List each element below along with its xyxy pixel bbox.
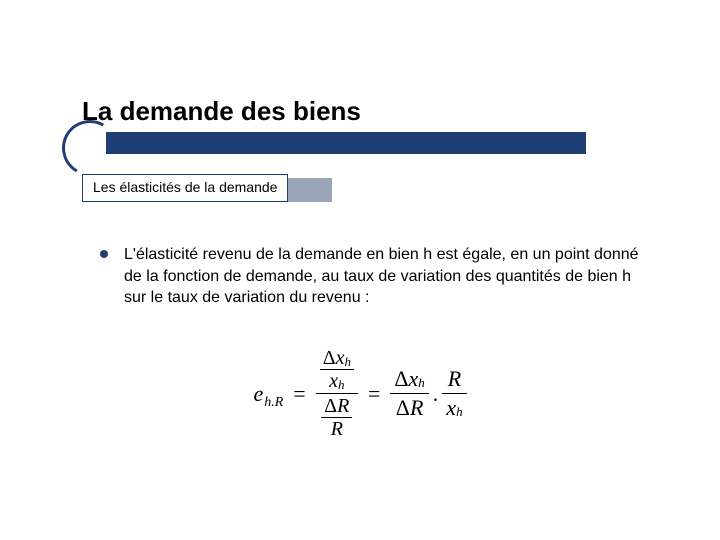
term-xh-3: x h — [442, 394, 466, 422]
sym-x: x — [336, 347, 345, 369]
formula-region: e h.R = Δ x h x h — [0, 346, 720, 441]
bullet-icon — [100, 250, 108, 258]
formula: e h.R = Δ x h x h — [253, 346, 466, 441]
sym-R: R — [448, 366, 461, 392]
subtitle-box: Les élasticités de la demande — [82, 174, 288, 202]
title-underline-bar — [106, 132, 586, 154]
fraction-2: Δ x h Δ R — [390, 365, 428, 422]
term-R-3: R — [444, 365, 465, 393]
term-delta-xh: Δ x h — [320, 347, 354, 369]
term-xh: x h — [326, 370, 347, 392]
sym-delta: Δ — [324, 395, 337, 417]
sym-h: h — [456, 404, 463, 420]
sym-x: x — [446, 395, 456, 421]
sym-equals-2: = — [368, 381, 380, 407]
sym-delta: Δ — [323, 347, 336, 369]
sym-equals-1: = — [293, 381, 305, 407]
title-row: La demande des biens — [82, 96, 680, 127]
sym-R: R — [337, 395, 349, 417]
fraction-1-den: Δ R R — [317, 394, 356, 441]
body-bullet-row: L'élasticité revenu de la demande en bie… — [100, 244, 650, 309]
slide: La demande des biens Les élasticités de … — [0, 0, 720, 540]
sym-delta: Δ — [396, 395, 410, 421]
term-R: R — [328, 418, 346, 440]
term-delta-R-2: Δ R — [392, 394, 428, 422]
term-delta-xh-2: Δ x h — [390, 365, 428, 393]
subtitle-text: Les élasticités de la demande — [93, 179, 277, 195]
sym-dot: . — [433, 381, 439, 407]
sym-h: h — [338, 378, 345, 392]
body-text: L'élasticité revenu de la demande en bie… — [124, 244, 650, 309]
fraction-3: R x h — [442, 365, 466, 422]
fraction-1-num: Δ x h x h — [316, 346, 358, 393]
sym-R: R — [331, 418, 343, 440]
sym-e: e — [253, 381, 263, 407]
fraction-1: Δ x h x h Δ — [316, 346, 358, 441]
term-delta-R: Δ R — [321, 395, 352, 417]
formula-lhs: e h.R — [253, 381, 283, 407]
sym-delta: Δ — [394, 366, 408, 392]
fraction-dR-R: Δ R R — [321, 395, 352, 440]
sym-x: x — [409, 366, 419, 392]
sym-R: R — [410, 395, 423, 421]
sym-sub-hR: h.R — [264, 395, 283, 411]
sym-h: h — [418, 375, 425, 391]
page-title: La demande des biens — [82, 96, 680, 127]
sym-h: h — [344, 355, 351, 369]
sym-x: x — [329, 370, 338, 392]
fraction-dxh-xh: Δ x h x h — [320, 347, 354, 392]
